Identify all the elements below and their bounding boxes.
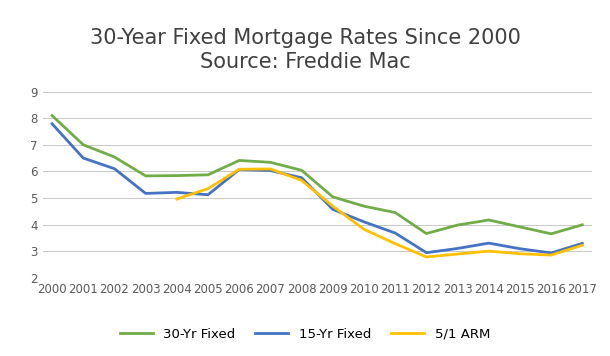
30-Yr Fixed [361, 204, 368, 208]
30-Yr Fixed [392, 210, 399, 215]
15-Yr Fixed [361, 220, 368, 224]
30-Yr Fixed [423, 231, 430, 236]
30-Yr Fixed [298, 168, 305, 172]
30-Yr Fixed [111, 155, 118, 159]
15-Yr Fixed [516, 247, 523, 251]
30-Yr Fixed [579, 222, 586, 227]
30-Yr Fixed [173, 173, 181, 178]
5/1 ARM [235, 167, 243, 171]
5/1 ARM [361, 227, 368, 231]
30-Yr Fixed [235, 158, 243, 163]
15-Yr Fixed [204, 193, 212, 197]
30-Yr Fixed [516, 225, 523, 229]
15-Yr Fixed [548, 251, 555, 255]
5/1 ARM [454, 252, 461, 256]
30-Yr Fixed [267, 160, 274, 164]
Line: 30-Yr Fixed: 30-Yr Fixed [52, 116, 583, 234]
30-Yr Fixed [79, 143, 87, 147]
30-Yr Fixed [548, 232, 555, 236]
5/1 ARM [392, 241, 399, 246]
15-Yr Fixed [579, 241, 586, 246]
15-Yr Fixed [392, 231, 399, 235]
5/1 ARM [485, 249, 492, 253]
15-Yr Fixed [111, 167, 118, 171]
30-Yr Fixed [485, 218, 492, 222]
15-Yr Fixed [142, 191, 149, 195]
30-Yr Fixed [454, 223, 461, 227]
15-Yr Fixed [454, 246, 461, 251]
5/1 ARM [173, 197, 181, 201]
15-Yr Fixed [173, 190, 181, 194]
Line: 15-Yr Fixed: 15-Yr Fixed [52, 124, 583, 253]
Legend: 30-Yr Fixed, 15-Yr Fixed, 5/1 ARM: 30-Yr Fixed, 15-Yr Fixed, 5/1 ARM [115, 322, 495, 346]
15-Yr Fixed [329, 207, 337, 211]
5/1 ARM [204, 187, 212, 191]
30-Yr Fixed [48, 114, 56, 118]
5/1 ARM [329, 204, 337, 208]
Line: 5/1 ARM: 5/1 ARM [177, 169, 583, 257]
30-Yr Fixed [204, 173, 212, 177]
15-Yr Fixed [79, 156, 87, 160]
5/1 ARM [548, 253, 555, 257]
15-Yr Fixed [235, 167, 243, 172]
15-Yr Fixed [267, 168, 274, 173]
5/1 ARM [298, 178, 305, 183]
5/1 ARM [423, 255, 430, 259]
30-Yr Fixed [329, 195, 337, 199]
15-Yr Fixed [423, 251, 430, 255]
Text: 30-Year Fixed Mortgage Rates Since 2000
Source: Freddie Mac: 30-Year Fixed Mortgage Rates Since 2000 … [90, 28, 520, 72]
5/1 ARM [267, 167, 274, 171]
15-Yr Fixed [485, 241, 492, 245]
15-Yr Fixed [48, 122, 56, 126]
5/1 ARM [516, 252, 523, 256]
5/1 ARM [579, 243, 586, 247]
30-Yr Fixed [142, 174, 149, 178]
15-Yr Fixed [298, 176, 305, 180]
